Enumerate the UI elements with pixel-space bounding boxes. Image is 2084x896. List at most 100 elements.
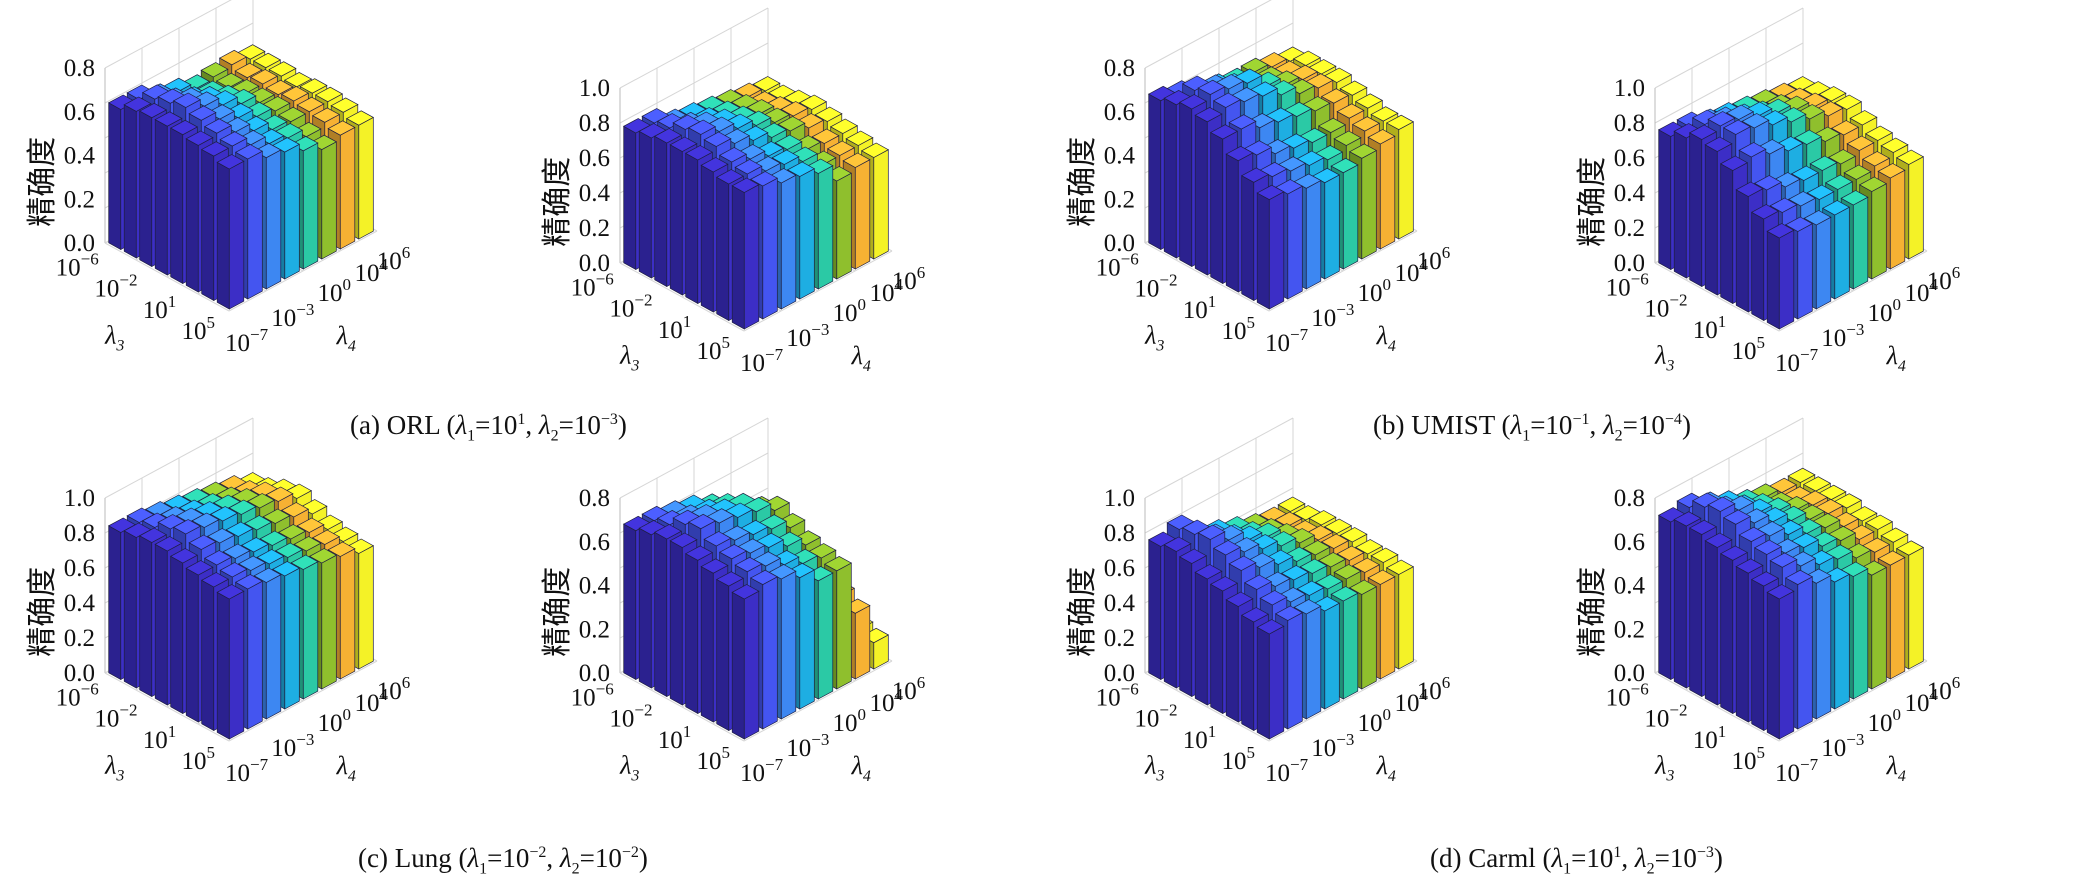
lambda3-tick-label: 10−6 bbox=[1096, 249, 1139, 281]
z-tick-label: 0.8 bbox=[1104, 520, 1135, 547]
lambda4-axis-label: λ4 bbox=[851, 751, 871, 785]
z-tick-label: 0.6 bbox=[579, 145, 610, 172]
z-tick-label: 0.0 bbox=[64, 660, 95, 687]
lambda3-tick-label: 105 bbox=[697, 743, 731, 775]
y-axis-label: 精确度 bbox=[25, 137, 60, 227]
bar bbox=[1256, 619, 1285, 740]
lambda4-axis-label: λ4 bbox=[1376, 321, 1396, 355]
lambda4-tick-label: 104 bbox=[870, 275, 904, 307]
z-ticks: 0.0 0.2 0.4 0.6 0.8 1.0 bbox=[579, 75, 611, 277]
z-tick-label: 0.0 bbox=[1614, 250, 1645, 277]
lambda4-tick-label: 100 bbox=[1358, 705, 1392, 737]
z-tick-label: 0.6 bbox=[1104, 99, 1135, 126]
lambda3-axis-label: λ3 bbox=[104, 320, 124, 354]
lambda4-tick-label: 100 bbox=[833, 705, 867, 737]
lambda3-tick-label: 101 bbox=[1183, 292, 1217, 324]
z-ticks: 0.0 0.2 0.4 0.6 0.8 1.0 bbox=[1104, 485, 1136, 687]
z-tick-label: 0.8 bbox=[1614, 110, 1645, 137]
lambda4-tick-label: 100 bbox=[318, 275, 352, 307]
z-tick-label: 0.4 bbox=[579, 573, 611, 600]
lambda4-tick-label: 104 bbox=[355, 255, 389, 287]
z-tick-label: 0.8 bbox=[64, 520, 95, 547]
z-tick-label: 1.0 bbox=[64, 485, 95, 512]
z-tick-label: 0.2 bbox=[579, 215, 610, 242]
z-ticks: 0.0 0.2 0.4 0.6 0.8 bbox=[579, 485, 611, 687]
lambda3-tick-label: 10−2 bbox=[94, 271, 137, 303]
bar bbox=[1766, 223, 1795, 330]
lambda3-tick-label: 10−6 bbox=[1606, 269, 1649, 301]
lambda4-tick-label: 10−3 bbox=[1821, 730, 1864, 762]
z-tick-label: 0.0 bbox=[579, 250, 610, 277]
z-tick-label: 0.2 bbox=[1104, 186, 1135, 213]
z-tick-label: 0.0 bbox=[1104, 230, 1135, 257]
bars bbox=[107, 44, 375, 310]
lambda3-axis-label: λ3 bbox=[1654, 750, 1674, 784]
lambda3-axis-label: λ3 bbox=[1144, 750, 1164, 784]
lambda4-tick-label: 104 bbox=[870, 685, 904, 717]
lambda4-axis-label: λ4 bbox=[851, 341, 871, 375]
z-tick-label: 0.2 bbox=[64, 186, 95, 213]
z-tick-label: 0.4 bbox=[1614, 573, 1646, 600]
lambda3-tick-label: 10−6 bbox=[571, 269, 614, 301]
z-tick-label: 0.4 bbox=[1104, 590, 1136, 617]
lambda4-tick-label: 10−3 bbox=[271, 730, 314, 762]
bar bbox=[1256, 184, 1285, 310]
lambda3-tick-label: 101 bbox=[658, 722, 692, 754]
bars bbox=[1657, 467, 1925, 740]
lambda3-tick-label: 10−6 bbox=[56, 679, 99, 711]
z-tick-label: 0.4 bbox=[579, 180, 611, 207]
z-tick-label: 0.0 bbox=[579, 660, 610, 687]
z-tick-label: 0.6 bbox=[1614, 145, 1645, 172]
lambda3-tick-label: 10−2 bbox=[609, 701, 652, 733]
lambda4-tick-label: 100 bbox=[318, 705, 352, 737]
bar bbox=[216, 154, 245, 310]
lambda4-tick-label: 104 bbox=[1395, 685, 1429, 717]
lambda3-tick-label: 105 bbox=[1732, 743, 1766, 775]
lambda4-axis-label: λ4 bbox=[336, 751, 356, 785]
bar bbox=[290, 136, 319, 270]
z-tick-label: 0.6 bbox=[579, 529, 610, 556]
lambda3-axis-label: λ3 bbox=[619, 750, 639, 784]
z-tick-label: 0.6 bbox=[1614, 529, 1645, 556]
z-tick-label: 1.0 bbox=[1104, 485, 1135, 512]
lambda4-tick-label: 10−7 bbox=[1265, 755, 1309, 787]
z-tick-label: 0.4 bbox=[64, 143, 96, 170]
lambda4-tick-label: 100 bbox=[1868, 705, 1902, 737]
z-tick-label: 0.8 bbox=[1614, 485, 1645, 512]
y-axis-label: 精确度 bbox=[1065, 567, 1100, 657]
bar bbox=[216, 584, 245, 740]
y-axis-label: 精确度 bbox=[540, 157, 575, 247]
y-axis-label: 精确度 bbox=[540, 567, 575, 657]
lambda3-tick-label: 10−6 bbox=[1606, 679, 1649, 711]
bars bbox=[622, 492, 890, 740]
bars bbox=[1657, 76, 1925, 330]
z-tick-label: 0.2 bbox=[1614, 616, 1645, 643]
lambda3-axis-label: λ3 bbox=[104, 750, 124, 784]
lambda4-tick-label: 100 bbox=[833, 295, 867, 327]
lambda4-tick-label: 100 bbox=[1358, 275, 1392, 307]
z-tick-label: 0.4 bbox=[64, 590, 96, 617]
lambda3-tick-label: 10−2 bbox=[1644, 701, 1687, 733]
z-tick-label: 0.0 bbox=[1104, 660, 1135, 687]
lambda4-tick-label: 106 bbox=[1417, 243, 1451, 275]
z-tick-label: 0.4 bbox=[1614, 180, 1646, 207]
lambda4-tick-label: 106 bbox=[1927, 673, 1961, 705]
z-tick-label: 0.8 bbox=[579, 485, 610, 512]
z-tick-label: 0.2 bbox=[1104, 625, 1135, 652]
z-tick-label: 0.8 bbox=[1104, 55, 1135, 82]
z-tick-label: 0.6 bbox=[1104, 555, 1135, 582]
bars bbox=[622, 76, 890, 330]
z-tick-label: 0.0 bbox=[1614, 660, 1645, 687]
